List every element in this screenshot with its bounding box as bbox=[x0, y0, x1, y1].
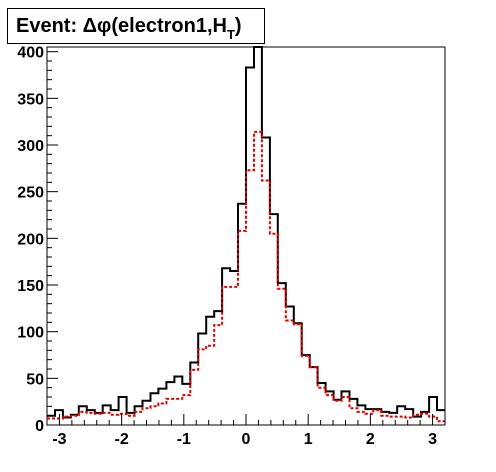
y-tick-label: 350 bbox=[17, 91, 44, 108]
chart-title-text: Event: Δφ(electron1, bbox=[16, 15, 213, 37]
series-1-histogram bbox=[47, 46, 445, 419]
y-tick-label: 50 bbox=[26, 371, 44, 388]
y-tick-label: 100 bbox=[17, 325, 44, 342]
chart-title-close: ) bbox=[234, 15, 242, 37]
chart-title-symbol: H bbox=[212, 15, 227, 37]
x-tick-label: -3 bbox=[52, 431, 66, 448]
y-tick-label: 200 bbox=[17, 231, 44, 248]
x-tick-label: 3 bbox=[428, 431, 437, 448]
y-tick-label: 150 bbox=[17, 278, 44, 295]
y-tick-label: 300 bbox=[17, 138, 44, 155]
x-tick-label: 1 bbox=[304, 431, 313, 448]
x-tick-label: -2 bbox=[115, 431, 129, 448]
x-tick-label: -1 bbox=[177, 431, 191, 448]
x-tick-label: 2 bbox=[366, 431, 375, 448]
y-tick-label: 250 bbox=[17, 185, 44, 202]
chart-title-subscript: T bbox=[226, 27, 235, 42]
series-layer bbox=[47, 46, 445, 423]
chart-title: Event: Δφ(electron1,HT) bbox=[7, 8, 265, 44]
y-tick-label: 0 bbox=[35, 418, 44, 435]
series-2-histogram bbox=[47, 130, 445, 423]
x-tick-label: 0 bbox=[242, 431, 251, 448]
y-tick-label: 400 bbox=[17, 45, 44, 62]
axis-layer: -3 -2 -1 0 1 2 3 0 50 100 150 200 250 300 350 400 bbox=[17, 45, 446, 448]
